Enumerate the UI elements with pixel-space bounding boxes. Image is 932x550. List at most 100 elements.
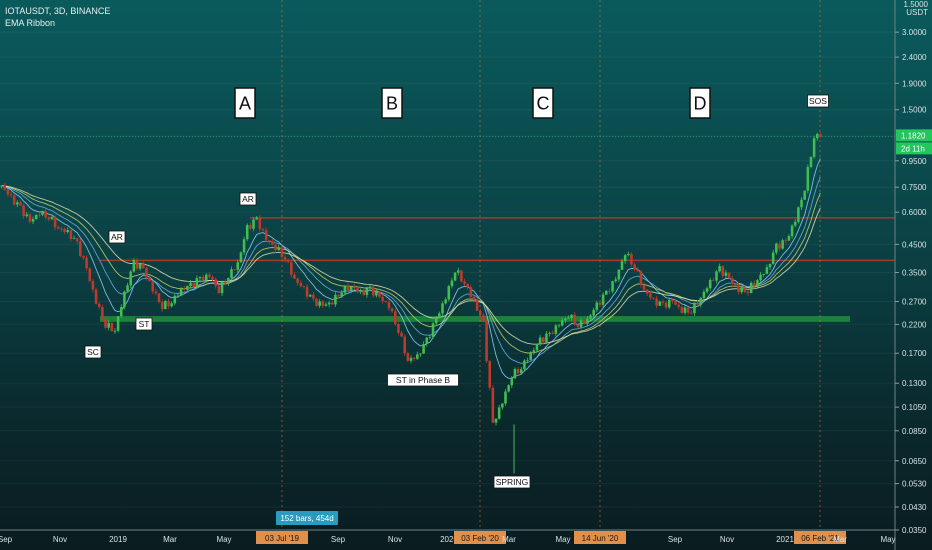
candle-body bbox=[223, 281, 227, 284]
phase-label-box bbox=[234, 87, 256, 119]
indicator-label[interactable]: EMA Ribbon bbox=[5, 18, 56, 28]
candle-body bbox=[101, 306, 104, 319]
candle-body bbox=[491, 387, 495, 423]
candle-body bbox=[393, 311, 397, 324]
annotation-box bbox=[84, 345, 102, 359]
candle-body bbox=[346, 285, 350, 291]
candle-body bbox=[129, 271, 132, 286]
annotation-label: SPRING bbox=[496, 477, 529, 487]
candle-body bbox=[771, 252, 775, 264]
candle-body bbox=[340, 292, 343, 297]
candle-body bbox=[239, 252, 243, 263]
candle-body bbox=[113, 330, 117, 332]
candle-body bbox=[255, 217, 258, 220]
candle-body bbox=[749, 282, 753, 294]
time-tick-label: Nov bbox=[388, 535, 402, 544]
candle-body bbox=[560, 320, 564, 326]
price-tick-label: 0.1700 bbox=[902, 349, 927, 358]
time-tick-label: Nov bbox=[53, 535, 67, 544]
candle-body bbox=[444, 299, 447, 304]
candle-body bbox=[431, 323, 435, 338]
candle-body bbox=[419, 353, 422, 355]
candle-body bbox=[85, 257, 88, 269]
candle-body bbox=[680, 306, 684, 313]
time-marker-label: 03 Feb '20 bbox=[461, 534, 499, 543]
candle-body bbox=[116, 316, 120, 331]
candle-body bbox=[627, 253, 630, 256]
vertical-markers bbox=[281, 0, 821, 530]
candle-body bbox=[349, 286, 353, 291]
time-marker-label: 14 Jun '20 bbox=[582, 534, 619, 543]
candle-body bbox=[535, 343, 539, 351]
candle-body bbox=[718, 266, 721, 272]
candle-body bbox=[252, 219, 255, 229]
candle-body bbox=[479, 310, 482, 316]
candle-body bbox=[211, 276, 214, 280]
candle-body bbox=[523, 360, 526, 370]
candle-body bbox=[330, 302, 334, 305]
candle-body bbox=[472, 296, 476, 300]
candle-body bbox=[327, 302, 331, 305]
candle-body bbox=[554, 325, 558, 334]
candle-body bbox=[104, 318, 107, 328]
candle-body bbox=[501, 403, 504, 408]
candle-body bbox=[604, 290, 608, 295]
candle-body bbox=[516, 369, 520, 374]
candle-body bbox=[519, 369, 523, 374]
candle-body bbox=[737, 285, 740, 293]
candle-body bbox=[400, 332, 403, 337]
candle-body bbox=[548, 332, 551, 334]
candle-body bbox=[72, 238, 76, 239]
ema-line bbox=[1, 158, 821, 379]
candle-body bbox=[302, 286, 306, 287]
candle-body bbox=[286, 260, 290, 263]
current-price-value: 1.1820 bbox=[901, 131, 926, 140]
candle-body bbox=[422, 343, 425, 354]
annotation-box bbox=[239, 192, 257, 206]
candle-body bbox=[198, 277, 202, 279]
candle-body bbox=[97, 303, 101, 307]
candle-body bbox=[268, 240, 271, 242]
candle-body bbox=[667, 299, 671, 308]
candle-body bbox=[264, 230, 268, 241]
candle-body bbox=[730, 278, 734, 284]
candle-body bbox=[362, 290, 366, 295]
candle-body bbox=[227, 277, 230, 284]
candle-body bbox=[645, 289, 649, 294]
candle-body bbox=[639, 271, 643, 285]
candle-body bbox=[551, 332, 554, 334]
candle-body bbox=[214, 279, 218, 287]
candle-body bbox=[765, 267, 769, 274]
candle-body bbox=[356, 288, 359, 292]
candle-body bbox=[819, 134, 822, 137]
candle-body bbox=[179, 288, 183, 296]
candle-body bbox=[403, 336, 406, 354]
time-tick-label: Mar bbox=[502, 535, 516, 544]
time-tick-label: May bbox=[555, 535, 570, 544]
phase-label-box bbox=[381, 87, 403, 119]
candle-body bbox=[63, 228, 66, 232]
time-marker-badge bbox=[574, 531, 626, 544]
candle-body bbox=[138, 263, 142, 269]
axis-currency: USDT bbox=[906, 8, 928, 17]
candle-body bbox=[318, 301, 321, 306]
candle-body bbox=[573, 314, 577, 325]
candle-body bbox=[787, 236, 791, 241]
ema-ribbon bbox=[1, 158, 821, 379]
time-tick-label: Mar bbox=[163, 535, 177, 544]
candle-body bbox=[579, 320, 583, 327]
price-tick-label: 2.4000 bbox=[902, 53, 927, 62]
candle-body bbox=[570, 314, 573, 318]
ema-line bbox=[1, 176, 821, 364]
candle-body bbox=[803, 190, 806, 200]
candle-body bbox=[633, 264, 636, 270]
price-tick-label: 0.1050 bbox=[902, 403, 927, 412]
candle-body bbox=[6, 189, 10, 195]
candle-body bbox=[576, 324, 580, 327]
candle-body bbox=[806, 167, 810, 191]
candle-body bbox=[312, 294, 315, 299]
candle-body bbox=[145, 267, 148, 278]
candle-body bbox=[12, 195, 16, 205]
candle-body bbox=[148, 277, 151, 282]
